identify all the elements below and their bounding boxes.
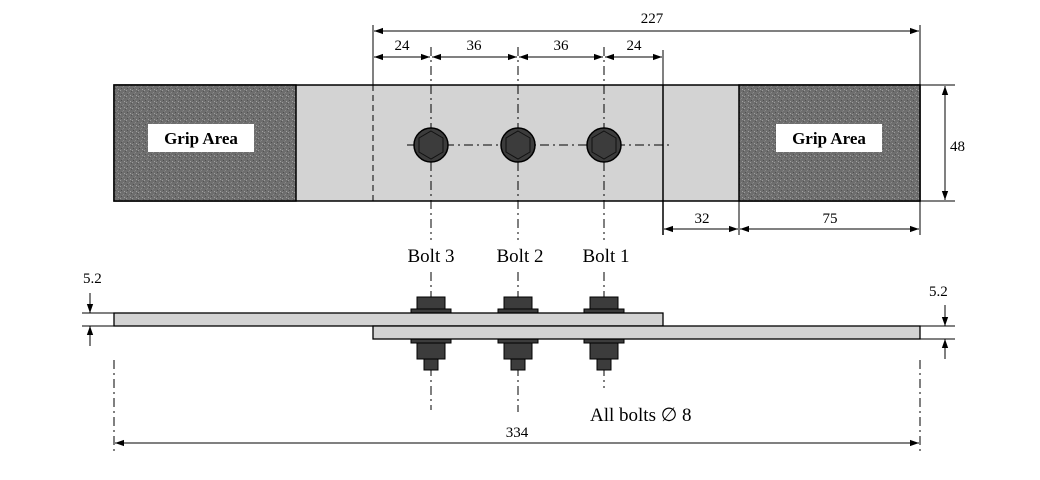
grip-label-right: Grip Area	[792, 129, 866, 148]
bolt-diameter-note: All bolts ∅ 8	[590, 405, 692, 426]
dim-75: 75	[823, 211, 838, 227]
dim-48: 48	[950, 139, 965, 155]
dim-334: 334	[506, 425, 529, 441]
bolt-3-label: Bolt 3	[408, 246, 455, 267]
dim-32: 32	[695, 211, 710, 227]
grip-label-right-box	[776, 124, 882, 152]
top-view: Grip Area Grip Area 227	[113, 11, 965, 240]
bolt-2-head	[500, 127, 536, 163]
dim-36-a: 36	[467, 38, 483, 54]
dim-24-right: 24	[627, 38, 643, 54]
side-plate-lower	[372, 325, 921, 340]
dim-thickness-right: 5.2	[929, 284, 948, 300]
dim-36-b: 36	[554, 38, 570, 54]
grip-label-left: Grip Area	[164, 129, 238, 148]
dim-24-left: 24	[395, 38, 411, 54]
dim-227: 227	[641, 11, 664, 27]
bolt-3-head	[413, 127, 449, 163]
side-plate-upper	[113, 312, 664, 327]
bolt-2-label: Bolt 2	[497, 246, 544, 267]
bolt-3-side	[410, 296, 452, 371]
bolt-1-label: Bolt 1	[583, 246, 630, 267]
grip-label-left-box	[148, 124, 254, 152]
bolt-1-side	[583, 296, 625, 371]
side-view: Bolt 3 Bolt 2 Bolt 1	[82, 246, 955, 452]
bolt-2-side	[497, 296, 539, 371]
bolt-1-head	[586, 127, 622, 163]
dim-thickness-left: 5.2	[83, 271, 102, 287]
